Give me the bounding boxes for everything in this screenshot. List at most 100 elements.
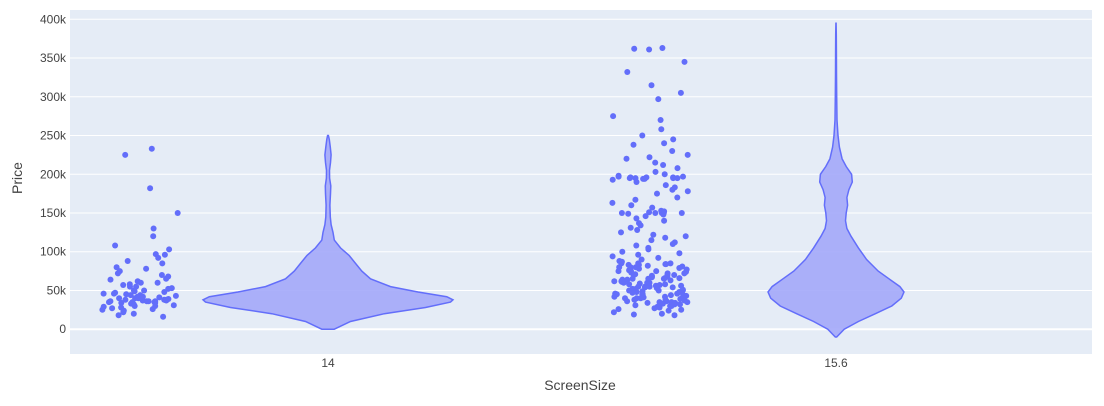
data-point [661, 217, 668, 224]
data-point [659, 45, 666, 51]
data-point [172, 292, 179, 299]
data-point [660, 211, 667, 218]
data-point [648, 237, 655, 244]
data-point [627, 264, 634, 271]
data-point [137, 279, 144, 286]
data-point [662, 234, 669, 241]
data-point [667, 277, 674, 284]
data-point [630, 141, 637, 148]
data-point [635, 260, 642, 267]
violin-14 [201, 134, 455, 330]
data-point [154, 279, 161, 286]
data-point [657, 117, 664, 123]
data-point [634, 227, 641, 233]
data-point [678, 282, 685, 289]
data-point [646, 154, 653, 161]
data-point [112, 242, 119, 249]
data-point [662, 296, 669, 303]
data-point [654, 190, 660, 197]
data-point [632, 302, 639, 309]
data-point [670, 136, 677, 143]
data-point [143, 265, 150, 272]
data-point [158, 272, 165, 278]
data-point [166, 246, 173, 253]
data-point [631, 45, 638, 52]
data-point [130, 310, 137, 317]
data-point [646, 283, 653, 290]
data-point [669, 241, 676, 247]
data-point [159, 260, 166, 267]
data-point [652, 168, 659, 175]
data-point [677, 301, 683, 308]
data-point [681, 270, 688, 277]
data-point [127, 283, 133, 290]
data-point [650, 231, 657, 238]
data-point [645, 246, 652, 253]
data-point [637, 222, 644, 229]
data-point [649, 204, 656, 211]
data-point [120, 309, 127, 316]
data-point [655, 96, 662, 103]
data-point [100, 290, 107, 297]
data-point [644, 262, 651, 269]
data-point [632, 196, 639, 203]
data-point [633, 289, 640, 295]
data-point [139, 293, 146, 300]
data-point [661, 171, 668, 178]
data-point [147, 185, 154, 192]
data-point [645, 275, 652, 282]
data-point [648, 82, 655, 89]
data-point [626, 175, 633, 182]
data-point [676, 250, 683, 257]
data-point [644, 299, 651, 306]
data-point [131, 288, 138, 295]
data-point [613, 291, 620, 298]
data-point [141, 287, 148, 294]
data-point [609, 253, 616, 260]
data-point [660, 275, 667, 282]
data-point [674, 165, 681, 172]
data-point [145, 298, 152, 305]
data-point [655, 254, 662, 261]
y-tick-label: 50k [47, 283, 67, 297]
data-point [618, 210, 625, 216]
data-point [674, 290, 681, 297]
data-point [662, 261, 669, 268]
violins [201, 22, 905, 338]
data-point [610, 309, 617, 316]
data-point [109, 305, 116, 312]
data-point [683, 292, 690, 299]
grid-lines [70, 18, 1092, 331]
data-point [678, 306, 685, 313]
data-point [646, 46, 653, 53]
data-point [623, 155, 630, 162]
data-point [615, 268, 622, 275]
data-point [671, 312, 678, 319]
data-point [669, 186, 676, 193]
data-point [123, 291, 130, 298]
data-point [124, 258, 131, 264]
data-point [111, 290, 117, 297]
data-point [633, 179, 640, 185]
data-point [609, 176, 616, 183]
data-point [118, 299, 125, 306]
data-point [678, 210, 685, 216]
data-point [667, 260, 674, 267]
data-point [122, 296, 129, 303]
strip-points [99, 45, 691, 320]
data-point [662, 281, 669, 288]
data-point [642, 213, 649, 220]
data-point [174, 210, 181, 216]
data-point [669, 284, 676, 291]
data-point [653, 268, 660, 275]
data-point [638, 256, 645, 263]
y-tick-label: 250k [40, 129, 67, 143]
data-point [127, 292, 134, 299]
data-point [620, 279, 627, 286]
data-point [122, 151, 129, 158]
data-point [633, 295, 640, 302]
data-point [652, 159, 659, 166]
data-point [615, 306, 622, 313]
data-point [609, 199, 616, 206]
